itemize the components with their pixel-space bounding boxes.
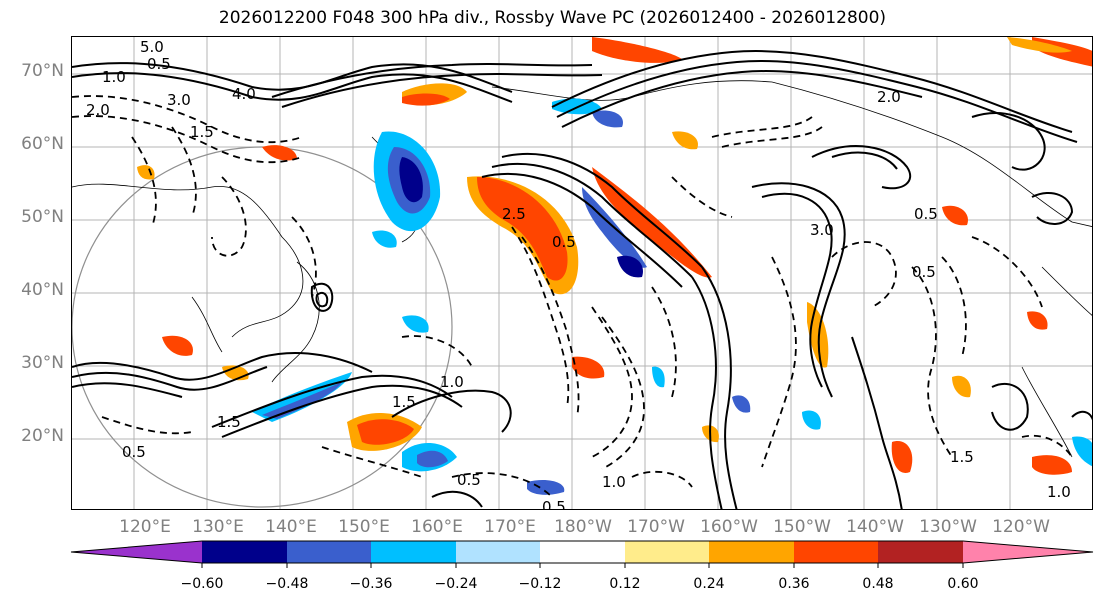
shade-blob bbox=[1032, 455, 1072, 475]
lon-label-170w: 170°W bbox=[627, 517, 685, 537]
colorbar-segment bbox=[794, 541, 878, 563]
contour-label: 2.0 bbox=[86, 101, 110, 119]
lon-label-140w: 140°W bbox=[846, 517, 904, 537]
contour-labels: 5.0 0.5 1.0 2.0 3.0 1.5 4.0 2.5 0.5 3.0 … bbox=[86, 38, 1071, 510]
contour-label: 1.5 bbox=[392, 393, 416, 411]
shade-blob bbox=[1027, 311, 1048, 330]
lon-label-160w: 160°W bbox=[700, 517, 758, 537]
shade-blob bbox=[262, 382, 342, 419]
lat-label-70n: 70°N bbox=[21, 61, 64, 81]
colorbar-segment bbox=[878, 541, 963, 563]
shade-blob bbox=[891, 441, 913, 473]
lat-label-50n: 50°N bbox=[21, 207, 64, 227]
contour-label: 0.5 bbox=[457, 471, 481, 489]
contour-label: 1.5 bbox=[217, 413, 241, 431]
contour-label: 2.0 bbox=[877, 88, 901, 106]
contour-label: 0.5 bbox=[914, 205, 938, 223]
colorbar-tick-label: 0.48 bbox=[862, 576, 894, 592]
colorbar-segment bbox=[287, 541, 371, 563]
contour-label: 3.0 bbox=[810, 221, 834, 239]
lon-label-150w: 150°W bbox=[773, 517, 831, 537]
shade-blob bbox=[162, 335, 193, 356]
shade-blob bbox=[592, 110, 623, 128]
colorbar-segment bbox=[709, 541, 794, 563]
negative-contours bbox=[72, 95, 1073, 498]
colorbar-extend-low bbox=[71, 541, 202, 563]
shade-blob bbox=[617, 255, 643, 278]
colorbar-tick-label: 0.36 bbox=[778, 576, 810, 592]
lon-label-120w: 120°W bbox=[992, 517, 1050, 537]
colorbar-tick-label: 0.24 bbox=[693, 576, 725, 592]
contour-label: 0.5 bbox=[542, 498, 566, 510]
shade-blob bbox=[732, 395, 751, 413]
colorbar-tick-label: −0.60 bbox=[180, 576, 224, 592]
shade-blob bbox=[137, 165, 155, 180]
shade-blob bbox=[399, 157, 423, 203]
shade-blob bbox=[402, 93, 450, 106]
colorbar-ticks bbox=[201, 563, 964, 568]
contour-label: 2.5 bbox=[502, 205, 526, 223]
lon-label-150e: 150°E bbox=[338, 517, 390, 537]
shade-blob bbox=[357, 419, 414, 445]
shade-blob bbox=[477, 177, 568, 281]
colorbar-segment bbox=[456, 541, 540, 563]
shade-blob bbox=[262, 145, 297, 161]
contour-label: 5.0 bbox=[140, 38, 164, 56]
lon-label-130w: 130°W bbox=[919, 517, 977, 537]
lat-label-30n: 30°N bbox=[21, 353, 64, 373]
contour-label: 1.5 bbox=[190, 123, 214, 141]
shade-blob bbox=[592, 37, 682, 63]
contour-label: 1.0 bbox=[602, 473, 626, 491]
shade-blob bbox=[802, 410, 821, 430]
contour-label: 0.5 bbox=[147, 55, 171, 73]
shade-blob bbox=[402, 315, 429, 333]
colorbar-segment bbox=[202, 541, 287, 563]
shade-blob bbox=[952, 375, 971, 398]
colorbar bbox=[70, 540, 1094, 568]
shade-blob bbox=[572, 356, 605, 379]
lon-label-130e: 130°E bbox=[192, 517, 244, 537]
shade-blob bbox=[672, 131, 698, 150]
map-canvas: 5.0 0.5 1.0 2.0 3.0 1.5 4.0 2.5 0.5 3.0 … bbox=[72, 37, 1092, 510]
colorbar-tick-label: −0.36 bbox=[349, 576, 393, 592]
colorbar-segment bbox=[625, 541, 709, 563]
lat-label-40n: 40°N bbox=[21, 280, 64, 300]
contour-label: 0.5 bbox=[122, 443, 146, 461]
shade-blob bbox=[1007, 37, 1072, 53]
map-panel: 5.0 0.5 1.0 2.0 3.0 1.5 4.0 2.5 0.5 3.0 … bbox=[71, 36, 1093, 510]
contour-label: 0.5 bbox=[552, 233, 576, 251]
colorbar-segment bbox=[540, 541, 625, 563]
colorbar-extend-high bbox=[963, 541, 1093, 563]
contour-label: 1.0 bbox=[440, 373, 464, 391]
lon-label-120e: 120°E bbox=[119, 517, 171, 537]
lon-label-170e: 170°E bbox=[484, 517, 536, 537]
colorbar-tick-label: −0.24 bbox=[434, 576, 478, 592]
colorbar-segment bbox=[371, 541, 456, 563]
positive-contours bbox=[72, 50, 1092, 509]
shade-blob bbox=[652, 366, 665, 388]
contour-label: 1.5 bbox=[950, 448, 974, 466]
lon-label-160e: 160°E bbox=[411, 517, 463, 537]
lat-label-60n: 60°N bbox=[21, 134, 64, 154]
shade-blob bbox=[942, 205, 968, 226]
colorbar-tick-label: 0.60 bbox=[947, 576, 979, 592]
contour-label: 1.0 bbox=[102, 68, 126, 86]
contour-label: 0.5 bbox=[912, 263, 936, 281]
colorbar-tick-label: −0.12 bbox=[518, 576, 562, 592]
lon-label-140e: 140°E bbox=[265, 517, 317, 537]
colorbar-tick-label: 0.12 bbox=[609, 576, 641, 592]
shade-blob bbox=[372, 230, 397, 248]
contour-label: 4.0 bbox=[232, 85, 256, 103]
shade-blob bbox=[417, 450, 448, 468]
lon-label-180w: 180°W bbox=[554, 517, 612, 537]
shade-blob bbox=[527, 480, 565, 495]
colorbar-tick-label: −0.48 bbox=[265, 576, 309, 592]
lat-label-20n: 20°N bbox=[21, 426, 64, 446]
contour-label: 1.0 bbox=[1047, 483, 1071, 501]
coastlines bbox=[72, 80, 1092, 458]
contour-label: 3.0 bbox=[167, 91, 191, 109]
shade-blob bbox=[1072, 436, 1092, 467]
chart-title: 2026012200 F048 300 hPa div., Rossby Wav… bbox=[218, 8, 887, 28]
